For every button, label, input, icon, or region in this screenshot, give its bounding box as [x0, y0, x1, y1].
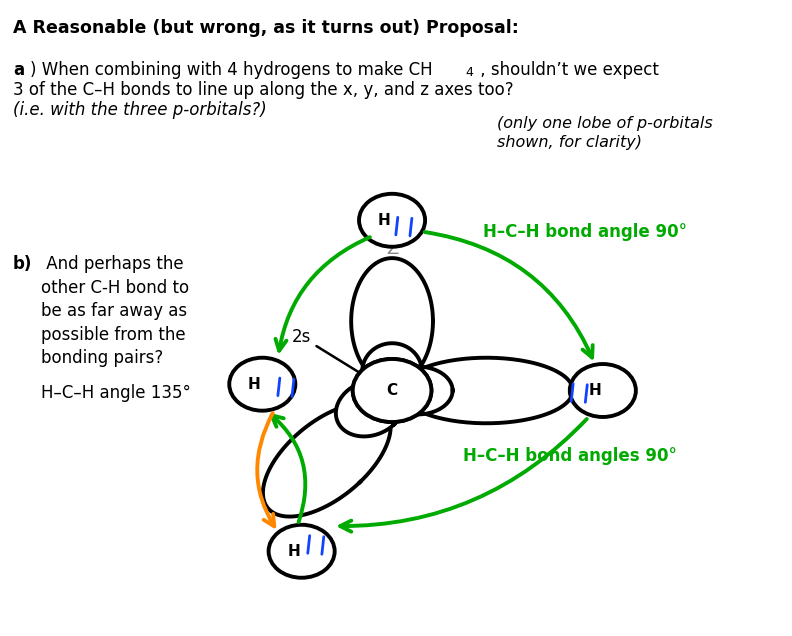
Text: C: C	[386, 383, 398, 398]
Text: 4: 4	[465, 66, 473, 79]
Text: And perhaps the
other C-H bond to
be as far away as
possible from the
bonding pa: And perhaps the other C-H bond to be as …	[40, 255, 188, 368]
Text: H–C–H bond angle 90°: H–C–H bond angle 90°	[482, 223, 687, 242]
Circle shape	[352, 359, 432, 422]
Polygon shape	[263, 403, 390, 516]
Text: , shouldn’t we expect: , shouldn’t we expect	[475, 61, 659, 79]
Text: b): b)	[13, 255, 32, 273]
Text: H–C–H bond angles 90°: H–C–H bond angles 90°	[463, 447, 676, 466]
Polygon shape	[336, 380, 404, 436]
Text: ) When combining with 4 hydrogens to make CH: ) When combining with 4 hydrogens to mak…	[29, 61, 432, 79]
Text: 3 of the C–H bonds to line up along the x, y, and z axes too?: 3 of the C–H bonds to line up along the …	[13, 81, 514, 99]
Text: H: H	[248, 377, 261, 392]
Circle shape	[229, 357, 295, 411]
Circle shape	[268, 525, 335, 577]
Text: H: H	[588, 383, 601, 398]
Circle shape	[359, 194, 425, 247]
Polygon shape	[351, 258, 433, 384]
Circle shape	[352, 359, 432, 422]
Text: (only one lobe of p-orbitals
shown, for clarity): (only one lobe of p-orbitals shown, for …	[497, 116, 713, 151]
Text: A Reasonable (but wrong, as it turns out) Proposal:: A Reasonable (but wrong, as it turns out…	[13, 18, 519, 36]
Text: Y: Y	[294, 499, 305, 517]
Text: H: H	[378, 213, 390, 228]
Polygon shape	[400, 357, 573, 424]
Text: 2s: 2s	[292, 328, 365, 377]
Text: Z: Z	[386, 240, 398, 258]
Polygon shape	[382, 366, 452, 415]
Polygon shape	[362, 343, 422, 400]
Circle shape	[569, 364, 636, 417]
Text: a: a	[13, 61, 24, 79]
Text: H: H	[287, 544, 300, 559]
Text: X: X	[558, 382, 569, 399]
Text: (i.e. with the three p-orbitals?): (i.e. with the three p-orbitals?)	[13, 101, 267, 119]
Text: H–C–H angle 135°: H–C–H angle 135°	[40, 384, 190, 402]
